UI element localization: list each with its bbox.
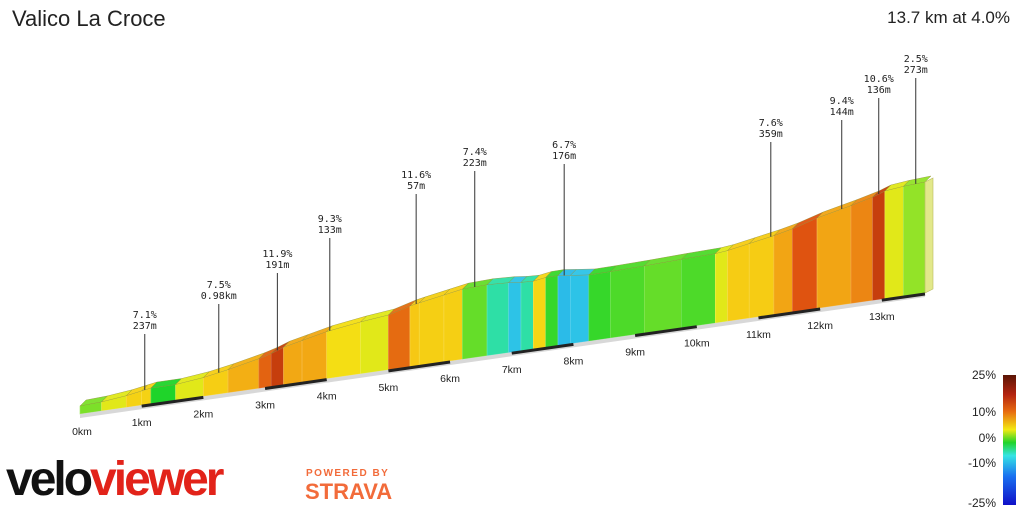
annotation-gradient: 10.6% [864,74,894,85]
km-segment-mark [388,360,451,373]
profile-top-edge [79,175,934,407]
gradient-legend-bar [1003,375,1016,505]
profile-band [872,190,886,301]
profile-band [610,265,645,339]
profile-band [773,228,793,315]
profile-band [270,346,284,387]
profile-end-cap [924,177,934,294]
profile-band [884,185,904,300]
x-tick-label: 8km [564,355,584,367]
profile-band [533,277,546,350]
profile-base [80,292,926,418]
annotation-gradient: 11.9% [262,249,292,260]
x-tick-label: 5km [378,382,398,394]
profile-band [545,275,559,348]
km-segment-mark [141,395,204,408]
x-tick-label: 2km [193,408,213,420]
segment-title: Valico La Croce [12,6,166,31]
annotation-gradient: 7.4% [463,147,487,158]
x-tick-label: 6km [440,373,460,385]
annotation-length: 223m [463,158,487,169]
profile-band [443,288,463,363]
profile-band [520,280,534,352]
profile-band [486,282,509,357]
gradient-legend-label: 25% [972,368,996,382]
profile-band [326,321,361,380]
annotation-gradient: 6.7% [552,140,576,151]
distance-ticks: 0km 1km 2km 3km 4km 5km 6km 7km 8km 9km 10km 11km 12… [72,311,895,438]
profile-band [418,294,445,366]
annotation-length: 57m [407,181,425,192]
powered-by-label: POWERED BY [306,468,390,479]
profile-base-strip [80,293,925,418]
profile-ridge [902,175,932,187]
profile-band [360,314,389,375]
profile-bands [79,181,926,415]
annotation-length: 144m [830,107,854,118]
profile-band [570,274,590,345]
x-tick-label: 9km [625,347,645,359]
profile-band [462,284,488,360]
x-tick-label: 0km [72,426,92,438]
profile-band [816,205,852,309]
km-segment-mark [511,342,574,355]
annotation-gradient: 7.1% [133,310,157,321]
profile-band [508,282,522,353]
profile-band [588,271,611,342]
gradient-legend-label: 0% [979,431,997,445]
profile-band [557,275,571,346]
profile-band [388,305,411,371]
x-tick-label: 11km [746,329,771,341]
annotation-length: 191m [265,260,289,271]
profile-band [283,340,303,386]
annotation-gradient: 11.6% [401,170,431,181]
annotation-length: 176m [552,151,576,162]
logo-velo: velo [6,453,93,506]
x-tick-label: 7km [502,364,522,376]
annotation-gradient: 2.5% [904,54,928,65]
x-tick-label: 12km [807,320,833,332]
annotation-gradient: 7.5% [207,280,231,291]
gradient-legend: 25% 10% 0% -10% -25% [968,368,1016,510]
annotation-length: 136m [867,85,891,96]
logo-viewer: viewer [90,453,224,506]
km-segment-mark [881,292,926,302]
profile-band [714,250,728,324]
annotation-gradient: 7.6% [759,118,783,129]
profile-band [748,235,775,319]
profile-band [644,258,682,334]
profile-band [903,181,926,297]
gradient-legend-label: 10% [972,405,996,419]
profile-band [850,196,873,304]
x-tick-label: 1km [132,417,152,429]
annotation-length: 237m [133,321,157,332]
annotation-length: 133m [318,225,342,236]
gradient-legend-label: -25% [968,496,996,510]
strava-logo[interactable]: STRAVA [305,479,393,504]
x-tick-label: 4km [317,391,337,403]
x-tick-label: 10km [684,338,710,350]
x-tick-label: 13km [869,311,895,323]
climb-annotations: 7.1%237m 7.5%0.98km 11.9%191m 9.3%133m 11.6%… [133,54,928,390]
km-segment-mark [264,378,327,390]
segment-summary: 13.7 km at 4.0% [887,8,1010,27]
profile-band [409,302,420,368]
x-tick-label: 3km [255,400,275,412]
annotation-gradient: 9.4% [830,96,854,107]
gradient-legend-label: -10% [968,456,996,470]
annotation-length: 359m [759,129,783,140]
profile-band [258,352,272,389]
annotation-length: 0.98km [201,291,237,302]
profile-band [792,217,818,313]
profile-band [727,243,750,322]
km-segment-mark [758,307,821,320]
annotation-gradient: 9.3% [318,214,342,225]
profile-band [681,253,716,329]
km-segment-mark [634,325,698,337]
annotation-length: 273m [904,65,928,76]
